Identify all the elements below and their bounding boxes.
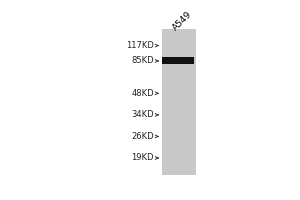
Text: 117KD: 117KD (126, 41, 154, 50)
Bar (162, 57, 194, 64)
Text: 26KD: 26KD (131, 132, 154, 141)
Text: 34KD: 34KD (131, 110, 154, 119)
Text: A549: A549 (171, 10, 194, 33)
Text: 19KD: 19KD (131, 153, 154, 162)
Text: 85KD: 85KD (131, 56, 154, 65)
Text: 48KD: 48KD (131, 89, 154, 98)
Bar (162, 29, 196, 175)
